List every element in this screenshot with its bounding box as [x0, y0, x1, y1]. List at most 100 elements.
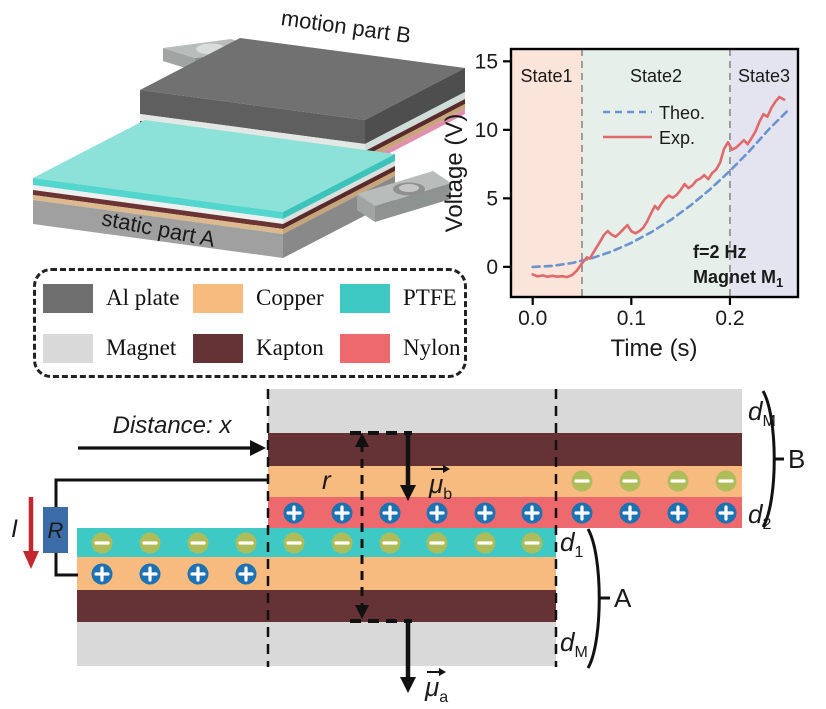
copper-swatch [193, 283, 243, 313]
chart-state-backgrounds [511, 49, 798, 297]
schematic-charges [91, 470, 737, 585]
charge-plus-icon [235, 563, 257, 585]
al-plate-label: Al plate [106, 285, 180, 310]
state-region [511, 49, 583, 297]
chart-legend: Theo. Exp. [603, 103, 705, 148]
nylon-label: Nylon [403, 335, 461, 360]
charge-plus-icon [474, 502, 496, 524]
device-3d-illustration: motion part B static part A [33, 5, 465, 258]
materials-legend: Al plate Copper PTFE Magnet Kapton Nylon [33, 268, 467, 378]
current-arrowhead [23, 551, 39, 569]
d-m-bottom-label: dM [560, 627, 588, 661]
vector-arrow-icon [443, 465, 450, 473]
charge-minus-icon [187, 532, 209, 554]
vector-arrow-icon [439, 668, 446, 676]
legend-item-magnet: Magnet [43, 333, 193, 363]
distance-arrowhead [250, 440, 266, 456]
al-plate-swatch [43, 283, 93, 313]
charge-minus-icon [667, 470, 689, 492]
voltage-time-chart: 0.0 0.1 0.2 0 5 10 15 State1 State2 State3 Theo.… [441, 47, 800, 362]
charge-plus-icon [619, 502, 641, 524]
magnet-label: Magnet [106, 335, 177, 360]
charge-plus-icon [283, 502, 305, 524]
magnet-annotation: Magnet M1 [693, 267, 783, 290]
series-exp [531, 95, 786, 279]
y-tick-label: 5 [486, 187, 498, 210]
layer-magnet [140, 114, 365, 151]
d-2-label: d2 [748, 499, 771, 533]
theo-legend-label: Theo. [659, 103, 705, 123]
x-tick-label: 0.1 [617, 307, 646, 330]
charge-plus-icon [571, 502, 593, 524]
current-label: I [11, 515, 18, 543]
charge-minus-icon [91, 532, 113, 554]
nylon-swatch [340, 333, 390, 363]
schematic-layer-magnet [77, 622, 556, 666]
charge-plus-icon [521, 502, 543, 524]
ptfe-swatch [340, 283, 390, 313]
part-b-brace [761, 390, 776, 528]
legend-item-ptfe: PTFE [340, 283, 464, 313]
state-label: State3 [738, 66, 790, 86]
layer-copper [33, 195, 283, 234]
layer-kapton [33, 190, 283, 229]
y-tick-label: 10 [475, 119, 498, 142]
charge-minus-icon [283, 532, 305, 554]
charge-minus-icon [474, 532, 496, 554]
r-down-arrowhead [355, 605, 369, 619]
device-part-a-tab [357, 171, 451, 222]
chart-ticks: 0.0 0.1 0.2 0 5 10 15 [475, 50, 745, 330]
wire-bottom [54, 553, 78, 577]
series-theo [531, 108, 791, 269]
part-a-brace [586, 528, 601, 669]
copper-label: Copper [256, 285, 324, 310]
charge-minus-icon [235, 532, 257, 554]
svg-text:μa: μa [424, 672, 448, 706]
x-axis-label: Time (s) [610, 335, 697, 362]
layer-ptfe [33, 120, 395, 212]
exp-legend-label: Exp. [659, 128, 695, 148]
state-label: State1 [520, 66, 572, 86]
chart-state-labels: State1 State2 State3 [520, 66, 790, 86]
state-region [582, 49, 730, 297]
schematic-layer-copper [268, 466, 742, 497]
part-a-label: A [614, 583, 632, 613]
charge-plus-icon [331, 502, 353, 524]
charge-minus-icon [379, 532, 401, 554]
layer-al-plate [140, 38, 465, 120]
mu-b-arrowhead [400, 485, 416, 501]
y-axis-label: Voltage (V) [441, 114, 468, 233]
x-tick-label: 0.2 [715, 307, 744, 330]
charge-plus-icon [187, 563, 209, 585]
charge-minus-icon [331, 532, 353, 554]
charge-minus-icon [571, 470, 593, 492]
schematic-stack-b [268, 389, 742, 528]
layer-base-plate [33, 200, 283, 258]
mu-a-label: μa [424, 668, 448, 706]
kapton-label: Kapton [256, 335, 324, 360]
frequency-annotation: f=2 Hz [693, 242, 747, 262]
part-b-label: B [788, 444, 805, 474]
state-region [729, 49, 798, 297]
r-label: r [322, 465, 332, 495]
charge-plus-icon [91, 563, 113, 585]
chart-state-separators [581, 49, 731, 297]
layer-schematic-diagram: Distance: x R I r μb μa [11, 389, 805, 706]
charge-plus-icon [426, 502, 448, 524]
kapton-swatch [193, 333, 243, 363]
charge-plus-icon [715, 502, 737, 524]
charge-plus-icon [139, 563, 161, 585]
charge-plus-icon [667, 502, 689, 524]
resistor-box [43, 507, 68, 553]
legend-item-copper: Copper [193, 283, 340, 313]
schematic-layer-magnet [268, 389, 742, 433]
d-1-label: d1 [560, 527, 583, 561]
mu-a-arrowhead [400, 677, 416, 693]
mu-b-label: μb [428, 465, 452, 503]
charge-minus-icon [521, 532, 543, 554]
magnet-swatch [43, 333, 93, 363]
chart-series [531, 95, 791, 279]
legend-item-al-plate: Al plate [43, 283, 193, 313]
y-tick-label: 0 [486, 256, 498, 279]
charge-minus-icon [139, 532, 161, 554]
